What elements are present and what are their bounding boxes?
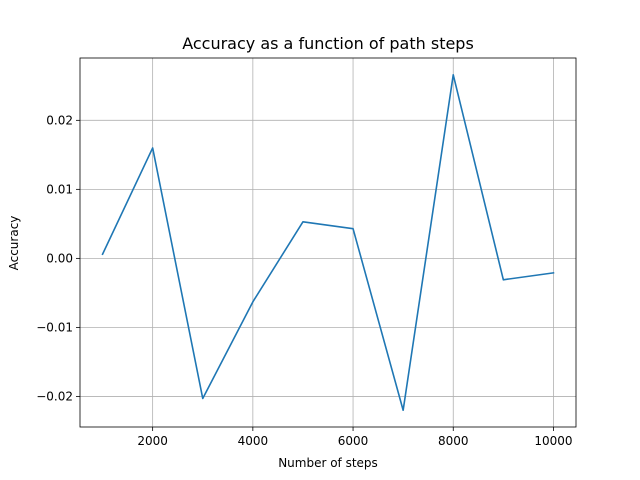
y-tick-label: 0.01 <box>46 182 73 196</box>
y-tick-label: 0.02 <box>46 113 73 127</box>
ticks: 2000 4000 6000 8000 10000 −0.02 −0.01 0.00 0.01 0… <box>36 113 572 448</box>
x-tick-label: 8000 <box>438 434 469 448</box>
x-tick-label: 4000 <box>238 434 269 448</box>
series-layer <box>101 73 555 412</box>
axes-frame <box>79 57 577 428</box>
y-tick-label: 0.00 <box>46 251 73 265</box>
y-tick-label: −0.02 <box>36 389 73 403</box>
chart-title: Accuracy as a function of path steps <box>182 34 474 53</box>
y-axis-label: Accuracy <box>7 216 21 271</box>
x-axis-label: Number of steps <box>278 456 378 470</box>
x-tick-label: 6000 <box>338 434 369 448</box>
axes-spines <box>79 57 577 428</box>
grid-lines <box>80 58 576 427</box>
y-tick-label: −0.01 <box>36 320 73 334</box>
x-tick-label: 2000 <box>137 434 168 448</box>
series-line <box>101 73 555 412</box>
x-tick-label: 10000 <box>534 434 572 448</box>
plot-area <box>80 58 576 427</box>
